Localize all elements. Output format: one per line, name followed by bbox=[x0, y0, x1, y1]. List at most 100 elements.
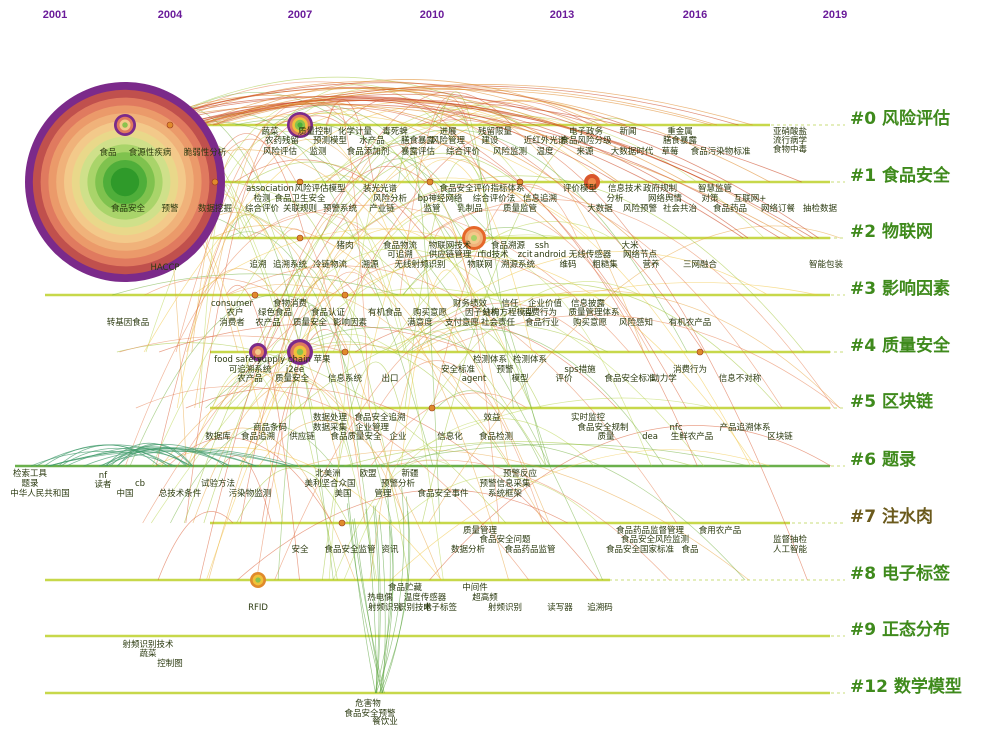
keyword-label: 检测 bbox=[253, 193, 270, 204]
link-arc bbox=[98, 450, 256, 467]
link-arc bbox=[417, 119, 808, 581]
link-arc bbox=[143, 106, 503, 353]
keyword-label: 食品污染物 bbox=[691, 146, 734, 157]
keyword-label: HACCP bbox=[150, 263, 179, 273]
keyword-label: 温度 bbox=[536, 146, 554, 157]
keyword-label: 读者 bbox=[94, 479, 112, 490]
link-arc bbox=[385, 397, 715, 467]
keyword-label: 粗糙集 bbox=[592, 259, 618, 270]
keyword-label: 可追溯 bbox=[387, 249, 413, 260]
keyword-label: 食品安全问题 bbox=[479, 534, 531, 545]
keyword-node bbox=[251, 291, 259, 299]
keyword-label: 食品行业 bbox=[525, 317, 559, 328]
keyword-label: 消费者 bbox=[219, 317, 245, 328]
keyword-label: 危害物 bbox=[355, 698, 381, 709]
keyword-label: 电子政务 bbox=[569, 126, 604, 137]
link-arc bbox=[332, 213, 473, 353]
link-arc bbox=[186, 139, 366, 353]
keyword-label: 超高频 bbox=[472, 592, 498, 603]
link-arc bbox=[434, 226, 500, 524]
link-arc bbox=[236, 467, 349, 524]
keyword-label: association bbox=[246, 184, 294, 194]
year-label: 2001 bbox=[43, 9, 67, 21]
keyword-label: 动力学 bbox=[651, 373, 677, 384]
keyword-nodes bbox=[25, 82, 704, 588]
link-arc bbox=[402, 251, 652, 467]
keyword-label: consumer bbox=[211, 299, 254, 309]
keyword-label: 食品溯源 bbox=[491, 240, 526, 251]
link-arc bbox=[389, 459, 670, 581]
keyword-label: 对策 bbox=[701, 193, 719, 204]
keyword-label: 质量监管 bbox=[503, 203, 537, 214]
keyword-label: 数据采集 bbox=[313, 422, 348, 433]
keyword-label: 农药残留 bbox=[265, 135, 299, 146]
keyword-label: 综合评价法 bbox=[473, 193, 516, 204]
keyword-label: 有机食品 bbox=[368, 307, 402, 318]
keyword-label: 抽检数据 bbox=[803, 203, 838, 214]
link-arc bbox=[105, 442, 193, 467]
link-arc bbox=[116, 342, 507, 524]
link-arc bbox=[403, 418, 595, 467]
keyword-label: 风险评估 bbox=[263, 146, 298, 157]
keyword-label: 安全标准 bbox=[441, 364, 476, 375]
link-arc bbox=[273, 105, 551, 467]
keyword-label: 食品认证 bbox=[311, 307, 346, 318]
keyword-label: 人工智能 bbox=[773, 544, 808, 555]
keyword-node bbox=[696, 348, 704, 356]
keyword-label: 残留限量 bbox=[478, 126, 513, 137]
keyword-label: 热电偶 bbox=[367, 592, 393, 603]
link-arc bbox=[155, 115, 343, 467]
keyword-label: 读写器 bbox=[547, 602, 573, 613]
keyword-label: 识别技术 bbox=[398, 602, 433, 613]
node-ring bbox=[297, 122, 303, 128]
keyword-label: 污染物监测 bbox=[229, 488, 272, 499]
keyword-label: 暴露评估 bbox=[401, 146, 436, 157]
link-arc bbox=[379, 526, 394, 694]
keyword-label: 效益 bbox=[483, 412, 501, 423]
keyword-label: 追溯码 bbox=[587, 602, 613, 613]
keyword-label: android bbox=[534, 250, 566, 260]
keyword-node bbox=[341, 348, 349, 356]
keyword-label: 数据库 bbox=[205, 431, 231, 442]
link-arc bbox=[271, 213, 361, 409]
link-arc bbox=[369, 287, 705, 467]
link-arc bbox=[135, 385, 530, 581]
keyword-label: 食品安全事件 bbox=[417, 488, 469, 499]
link-arc bbox=[212, 93, 819, 239]
year-label: 2004 bbox=[158, 9, 183, 21]
link-arc bbox=[428, 225, 841, 524]
keyword-label: 草莓 bbox=[661, 146, 679, 157]
keyword-label: 分析 bbox=[606, 193, 624, 204]
link-arc bbox=[152, 99, 721, 183]
link-arc bbox=[131, 104, 792, 239]
keyword-node bbox=[516, 178, 524, 186]
keyword-label: 影响因素 bbox=[333, 317, 368, 328]
keyword-label: nfc bbox=[669, 423, 682, 433]
keyword-label: 有机农产品 bbox=[669, 317, 712, 328]
link-arc bbox=[379, 510, 411, 694]
keyword-label: 风险管理 bbox=[431, 135, 466, 146]
keyword-node bbox=[338, 519, 346, 527]
link-arc bbox=[258, 420, 442, 581]
link-arc bbox=[248, 161, 532, 409]
keyword-label: 三网融合 bbox=[683, 259, 718, 270]
keyword-label: 结构方程模型 bbox=[482, 307, 534, 318]
keyword-label: 智慧监管 bbox=[698, 183, 732, 194]
keyword-label: 溯源 bbox=[361, 259, 379, 270]
keyword-label: 大数据 bbox=[587, 203, 613, 214]
link-arc bbox=[401, 319, 542, 409]
keyword-label: 试验方法 bbox=[201, 478, 235, 489]
link-arc bbox=[191, 147, 261, 353]
link-arc bbox=[265, 100, 590, 353]
keyword-label: 新闻 bbox=[619, 126, 636, 137]
keyword-label: 食品质量安全 bbox=[330, 431, 382, 442]
keyword-label: 食源性疾病 bbox=[129, 147, 172, 158]
keyword-label: 美利坚合众国 bbox=[304, 478, 355, 489]
cluster-label: #3 影响因素 bbox=[850, 278, 950, 299]
link-arc bbox=[374, 443, 749, 467]
keyword-label: 装光光谱 bbox=[363, 183, 398, 194]
link-arc bbox=[277, 305, 326, 581]
link-arc bbox=[392, 251, 769, 353]
node-ring bbox=[255, 577, 261, 583]
